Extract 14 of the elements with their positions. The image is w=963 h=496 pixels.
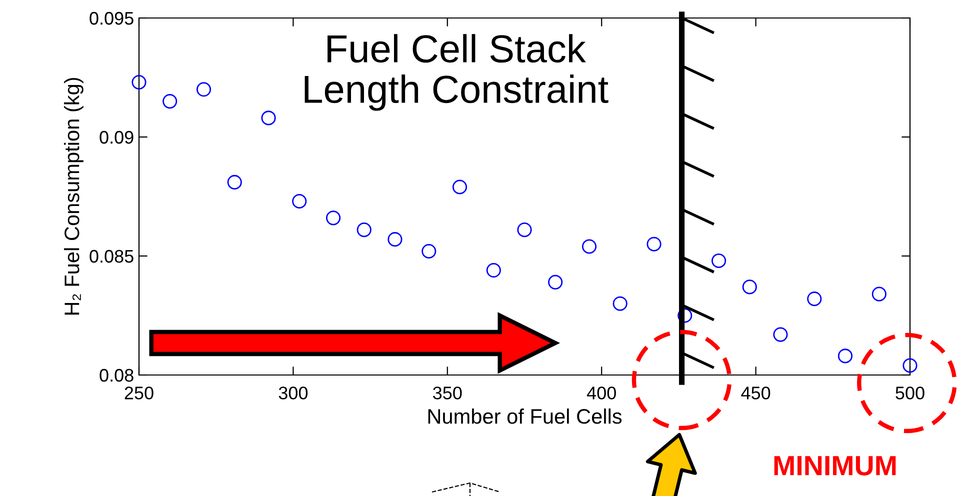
x-tick-label: 250 [124,386,154,400]
x-axis-title: Number of Fuel Cells [428,408,622,424]
y-tick-label: 0.09 [100,130,134,144]
x-tick-label: 400 [586,386,616,400]
annotation: Fuel Cell Stack Length Constraint [304,34,608,111]
x-tick-label: 300 [278,386,308,400]
x-tick-label: 450 [741,386,770,400]
y-tick-label: 0.085 [90,250,134,263]
y-tick-label: 0.08 [100,368,134,382]
x-tick-label: 350 [433,386,462,400]
text: MINIMUM [774,456,896,476]
y-axis-title: H₂ Fuel Consumption (kg) [64,78,84,315]
x-tick-label: 500 [896,386,924,400]
y-tick-label: 0.095 [90,12,134,25]
